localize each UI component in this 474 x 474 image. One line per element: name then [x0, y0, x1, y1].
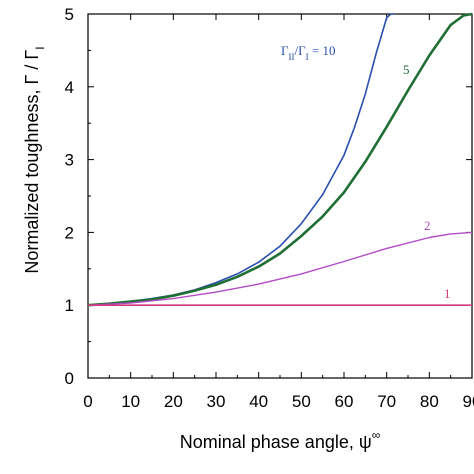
x-axis-title: Nominal phase angle, ψ∞	[180, 428, 381, 452]
x-tick-label: 40	[249, 392, 268, 411]
y-tick-label: 5	[65, 5, 74, 24]
curve-label-10: ΓII/ΓI = 10	[281, 43, 336, 62]
curve-label-2: 2	[424, 218, 431, 233]
series-line-2	[87, 12, 473, 307]
series-line-1	[87, 13, 396, 306]
x-tick-label: 30	[207, 392, 226, 411]
y-tick-label: 3	[65, 151, 74, 170]
plot-area-border	[87, 13, 473, 379]
x-tick-label: 50	[292, 392, 311, 411]
curve-label-5: 5	[403, 62, 410, 77]
series-lines	[87, 12, 473, 307]
curve-labels: ΓII/ΓI = 10 5 2 1	[281, 43, 451, 301]
y-tick-label: 1	[65, 296, 74, 315]
y-tick-label: 4	[65, 78, 74, 97]
plot-frame	[87, 13, 473, 379]
curve-label-1: 1	[444, 286, 451, 301]
x-tick-label: 80	[420, 392, 439, 411]
x-tick-label: 90	[463, 392, 474, 411]
axis-ticks: 0 10 20 30 40 50 60 70 80 90 0 1 2 3 4 5	[65, 5, 474, 411]
y-tick-label: 0	[65, 369, 74, 388]
x-tick-label: 20	[164, 392, 183, 411]
y-tick-label: 2	[65, 223, 74, 242]
x-tick-label: 0	[83, 392, 92, 411]
series-line-3	[87, 231, 473, 306]
x-tick-label: 60	[335, 392, 354, 411]
x-tick-label: 10	[121, 392, 140, 411]
x-tick-label: 70	[377, 392, 396, 411]
y-axis-title: Normalized toughness, Γ / ΓI	[22, 46, 47, 273]
